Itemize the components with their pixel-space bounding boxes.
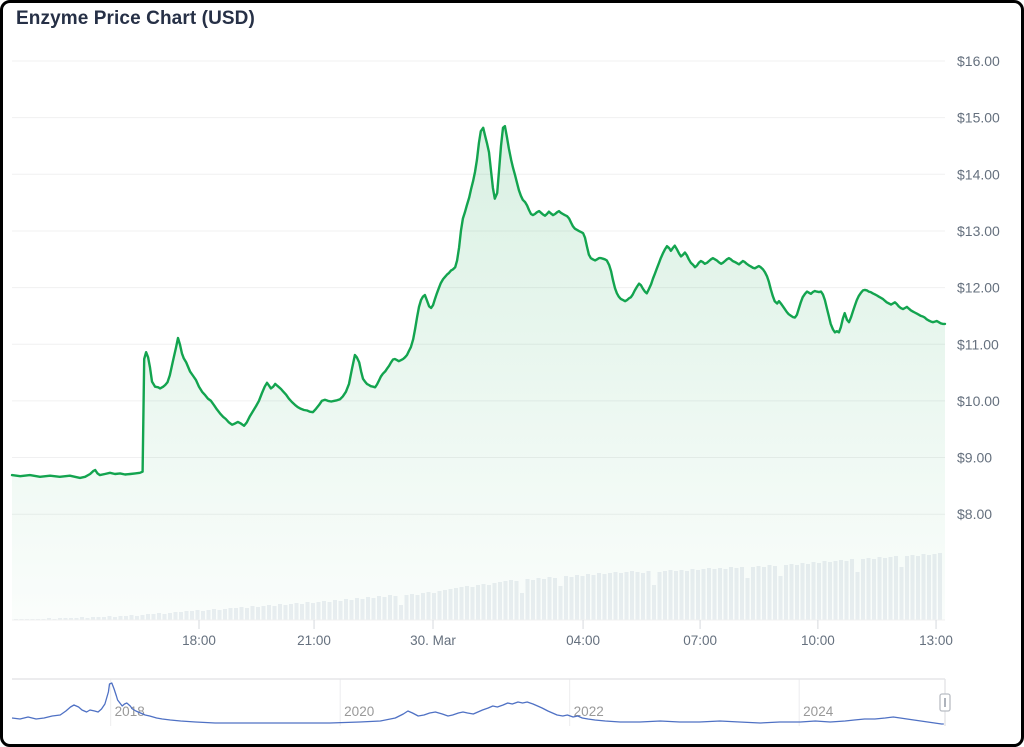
y-axis-label: $15.00 bbox=[957, 110, 1000, 126]
y-axis-label: $10.00 bbox=[957, 393, 1000, 409]
y-axis-label: $8.00 bbox=[957, 506, 992, 522]
navigator-line[interactable] bbox=[11, 682, 944, 725]
x-axis-label: 21:00 bbox=[297, 633, 331, 648]
y-axis-label: $14.00 bbox=[957, 166, 1000, 182]
price-line[interactable] bbox=[10, 124, 947, 480]
y-axis-label: $12.00 bbox=[957, 280, 1000, 296]
price-series-layer[interactable] bbox=[10, 124, 947, 620]
axes-layer: $16.00 $15.00 $14.00 $13.00 $12.00 $11.00 $10.… bbox=[12, 53, 1000, 648]
navigator-year-label: 2018 bbox=[115, 704, 145, 719]
x-axis-label: 30. Mar bbox=[410, 633, 456, 648]
navigator-layer[interactable]: 2018 2020 2022 2024 bbox=[11, 678, 951, 726]
x-axis-label: 13:00 bbox=[919, 633, 953, 648]
price-area[interactable] bbox=[12, 126, 945, 620]
navigator-year-label: 2022 bbox=[574, 704, 604, 719]
x-axis-label: 18:00 bbox=[182, 633, 216, 648]
y-axis-label: $11.00 bbox=[957, 336, 999, 352]
y-axis-label: $9.00 bbox=[957, 450, 992, 466]
y-axis-label: $13.00 bbox=[957, 223, 1000, 239]
navigator-year-label: 2020 bbox=[344, 704, 374, 719]
navigator-year-label: 2024 bbox=[803, 704, 834, 719]
x-axis-label: 10:00 bbox=[801, 633, 835, 648]
x-axis-label: 04:00 bbox=[566, 633, 600, 648]
chart-title: Enzyme Price Chart (USD) bbox=[16, 8, 255, 29]
y-axis-label: $16.00 bbox=[957, 53, 1000, 69]
x-axis-label: 07:00 bbox=[683, 633, 717, 648]
